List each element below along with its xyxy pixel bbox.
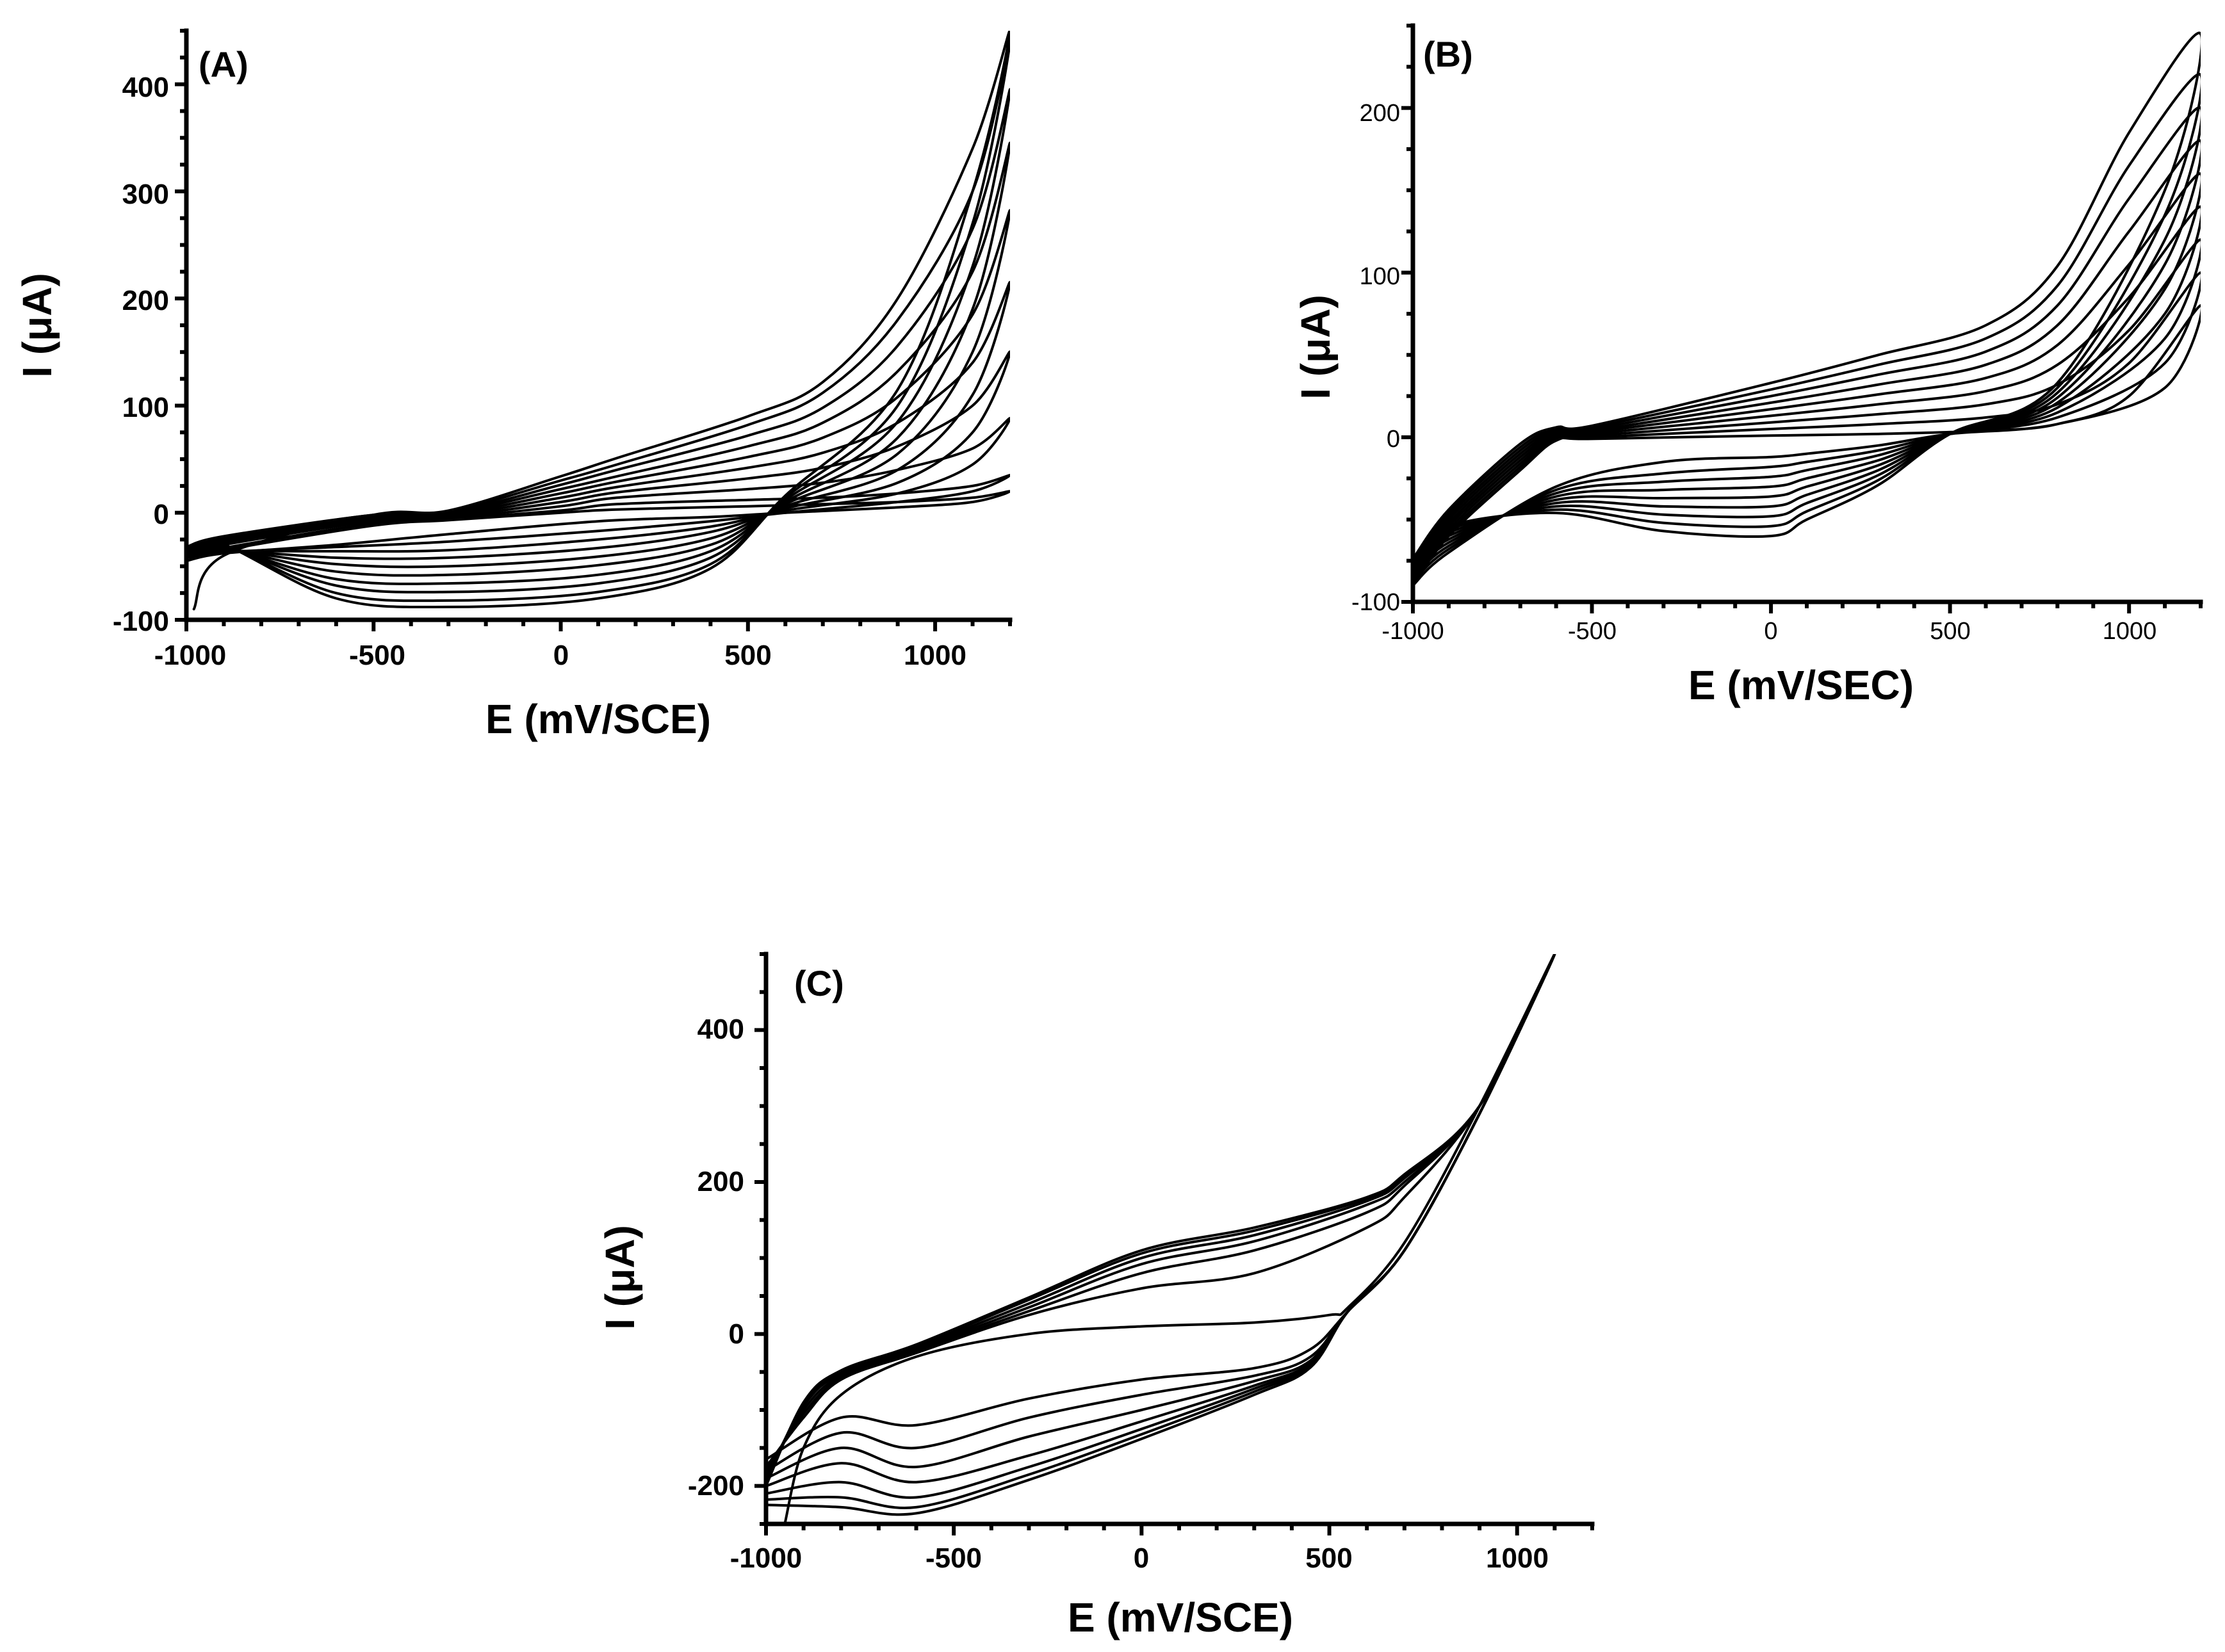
- panel-c-y-tick-label: 0: [729, 1318, 744, 1350]
- panel-b-cv-cycle-6: [1413, 139, 2201, 571]
- panel-b-x-axis-title: E (mV/SEC): [1688, 662, 1914, 708]
- panel-c: 400 200 0 -200 -1000 -500 0 500 1000 E (…: [597, 952, 1595, 1640]
- panel-c-cv-cycle-3: [766, 954, 1556, 1480]
- panel-c-x-tick-label: 1000: [1486, 1543, 1549, 1574]
- panel-a-y-tick-label: 0: [154, 499, 169, 530]
- panel-a-x-tick-label: -500: [349, 640, 405, 671]
- panel-c-x-axis-title: E (mV/SCE): [1068, 1594, 1293, 1640]
- panel-b-ticks: [1401, 24, 2203, 613]
- panel-c-x-tick-label: 500: [1305, 1543, 1352, 1574]
- panel-a-cv-cycle-8: [186, 88, 1010, 594]
- panel-a-y-tick-label: 100: [122, 392, 169, 423]
- panel-c-x-tick-label: 0: [1134, 1543, 1149, 1574]
- panel-a-y-tick-label: 400: [122, 72, 169, 103]
- panel-c-label: (C): [794, 963, 844, 1003]
- panel-a-y-tick-label: 300: [122, 179, 169, 210]
- panel-b-curves: [1413, 31, 2201, 587]
- panel-a-cv-cycle-7: [186, 142, 1010, 585]
- panel-b-cv-cycle-5: [1413, 172, 2201, 574]
- panel-a-x-axis-title: E (mV/SCE): [485, 696, 711, 742]
- panel-a: 400 300 200 100 0 -100 -1000 -500 0 500 …: [14, 28, 1013, 742]
- panel-b-cv-cycle-3: [1413, 238, 2201, 580]
- panel-a-y-tick-label: -100: [113, 606, 169, 637]
- panel-a-cv-cycle-5: [186, 280, 1010, 569]
- panel-b-x-tick-label: -500: [1568, 618, 1617, 645]
- panel-b-x-tick-label: 1000: [2103, 618, 2157, 645]
- panel-a-x-tick-label: 1000: [904, 640, 966, 671]
- panel-b-x-tick-label: 0: [1764, 618, 1777, 645]
- panel-a-cv-cycle-6: [186, 209, 1010, 577]
- panel-c-cv-cycle-6: [766, 954, 1556, 1509]
- panel-c-cv-cycle-2: [766, 954, 1556, 1472]
- panel-a-cv-cycle-2: [186, 474, 1010, 559]
- panel-b: 200 100 0 -100 -1000 -500 0 500 1000 E (…: [1292, 23, 2203, 708]
- panel-a-y-axis-title: I (μA): [14, 273, 60, 378]
- panel-b-cv-cycle-2: [1413, 271, 2201, 584]
- panel-b-label: (B): [1423, 34, 1473, 74]
- panel-c-y-axis-title: I (μA): [597, 1225, 643, 1330]
- panel-b-cv-cycle-7: [1413, 106, 2201, 567]
- panel-b-y-tick-label: 200: [1360, 100, 1400, 127]
- panel-a-cv-cycle-10: [186, 31, 1010, 611]
- panel-b-cv-cycle-9: [1413, 31, 2201, 561]
- panel-c-x-tick-label: -500: [925, 1543, 982, 1574]
- panel-c-y-tick-label: -200: [688, 1470, 744, 1502]
- panel-a-cv-cycle-3: [186, 417, 1010, 557]
- panel-a-x-tick-label: 500: [724, 640, 771, 671]
- panel-c-y-tick-label: 200: [697, 1166, 744, 1197]
- panel-b-y-axis-title: I (μA): [1292, 295, 1339, 400]
- panel-c-curves: [766, 954, 1556, 1524]
- panel-a-cv-cycle-4: [186, 350, 1010, 560]
- panel-b-cv-cycle-4: [1413, 205, 2201, 577]
- panel-b-cv-cycle-8: [1413, 72, 2201, 564]
- panel-c-y-tick-label: 400: [697, 1014, 744, 1045]
- panel-c-x-tick-label: -1000: [730, 1543, 803, 1574]
- panel-a-x-tick-label: 0: [553, 640, 569, 671]
- panel-a-cv-cycle-9: [186, 40, 1010, 603]
- panel-c-cv-cycle-1: [766, 954, 1556, 1524]
- panel-a-x-tick-label: -1000: [154, 640, 227, 671]
- panel-b-y-tick-label: -100: [1351, 589, 1400, 616]
- panel-b-x-tick-label: -1000: [1381, 618, 1444, 645]
- panel-b-y-tick-label: 100: [1360, 263, 1400, 290]
- panel-a-curves: [186, 31, 1010, 611]
- panel-b-x-tick-label: 500: [1930, 618, 1970, 645]
- panel-a-y-tick-label: 200: [122, 285, 169, 316]
- panel-c-cv-cycle-7: [766, 954, 1556, 1516]
- panel-b-y-tick-label: 0: [1387, 426, 1400, 453]
- panel-a-label: (A): [199, 44, 249, 85]
- panel-b-cv-cycle-1: [1413, 304, 2201, 587]
